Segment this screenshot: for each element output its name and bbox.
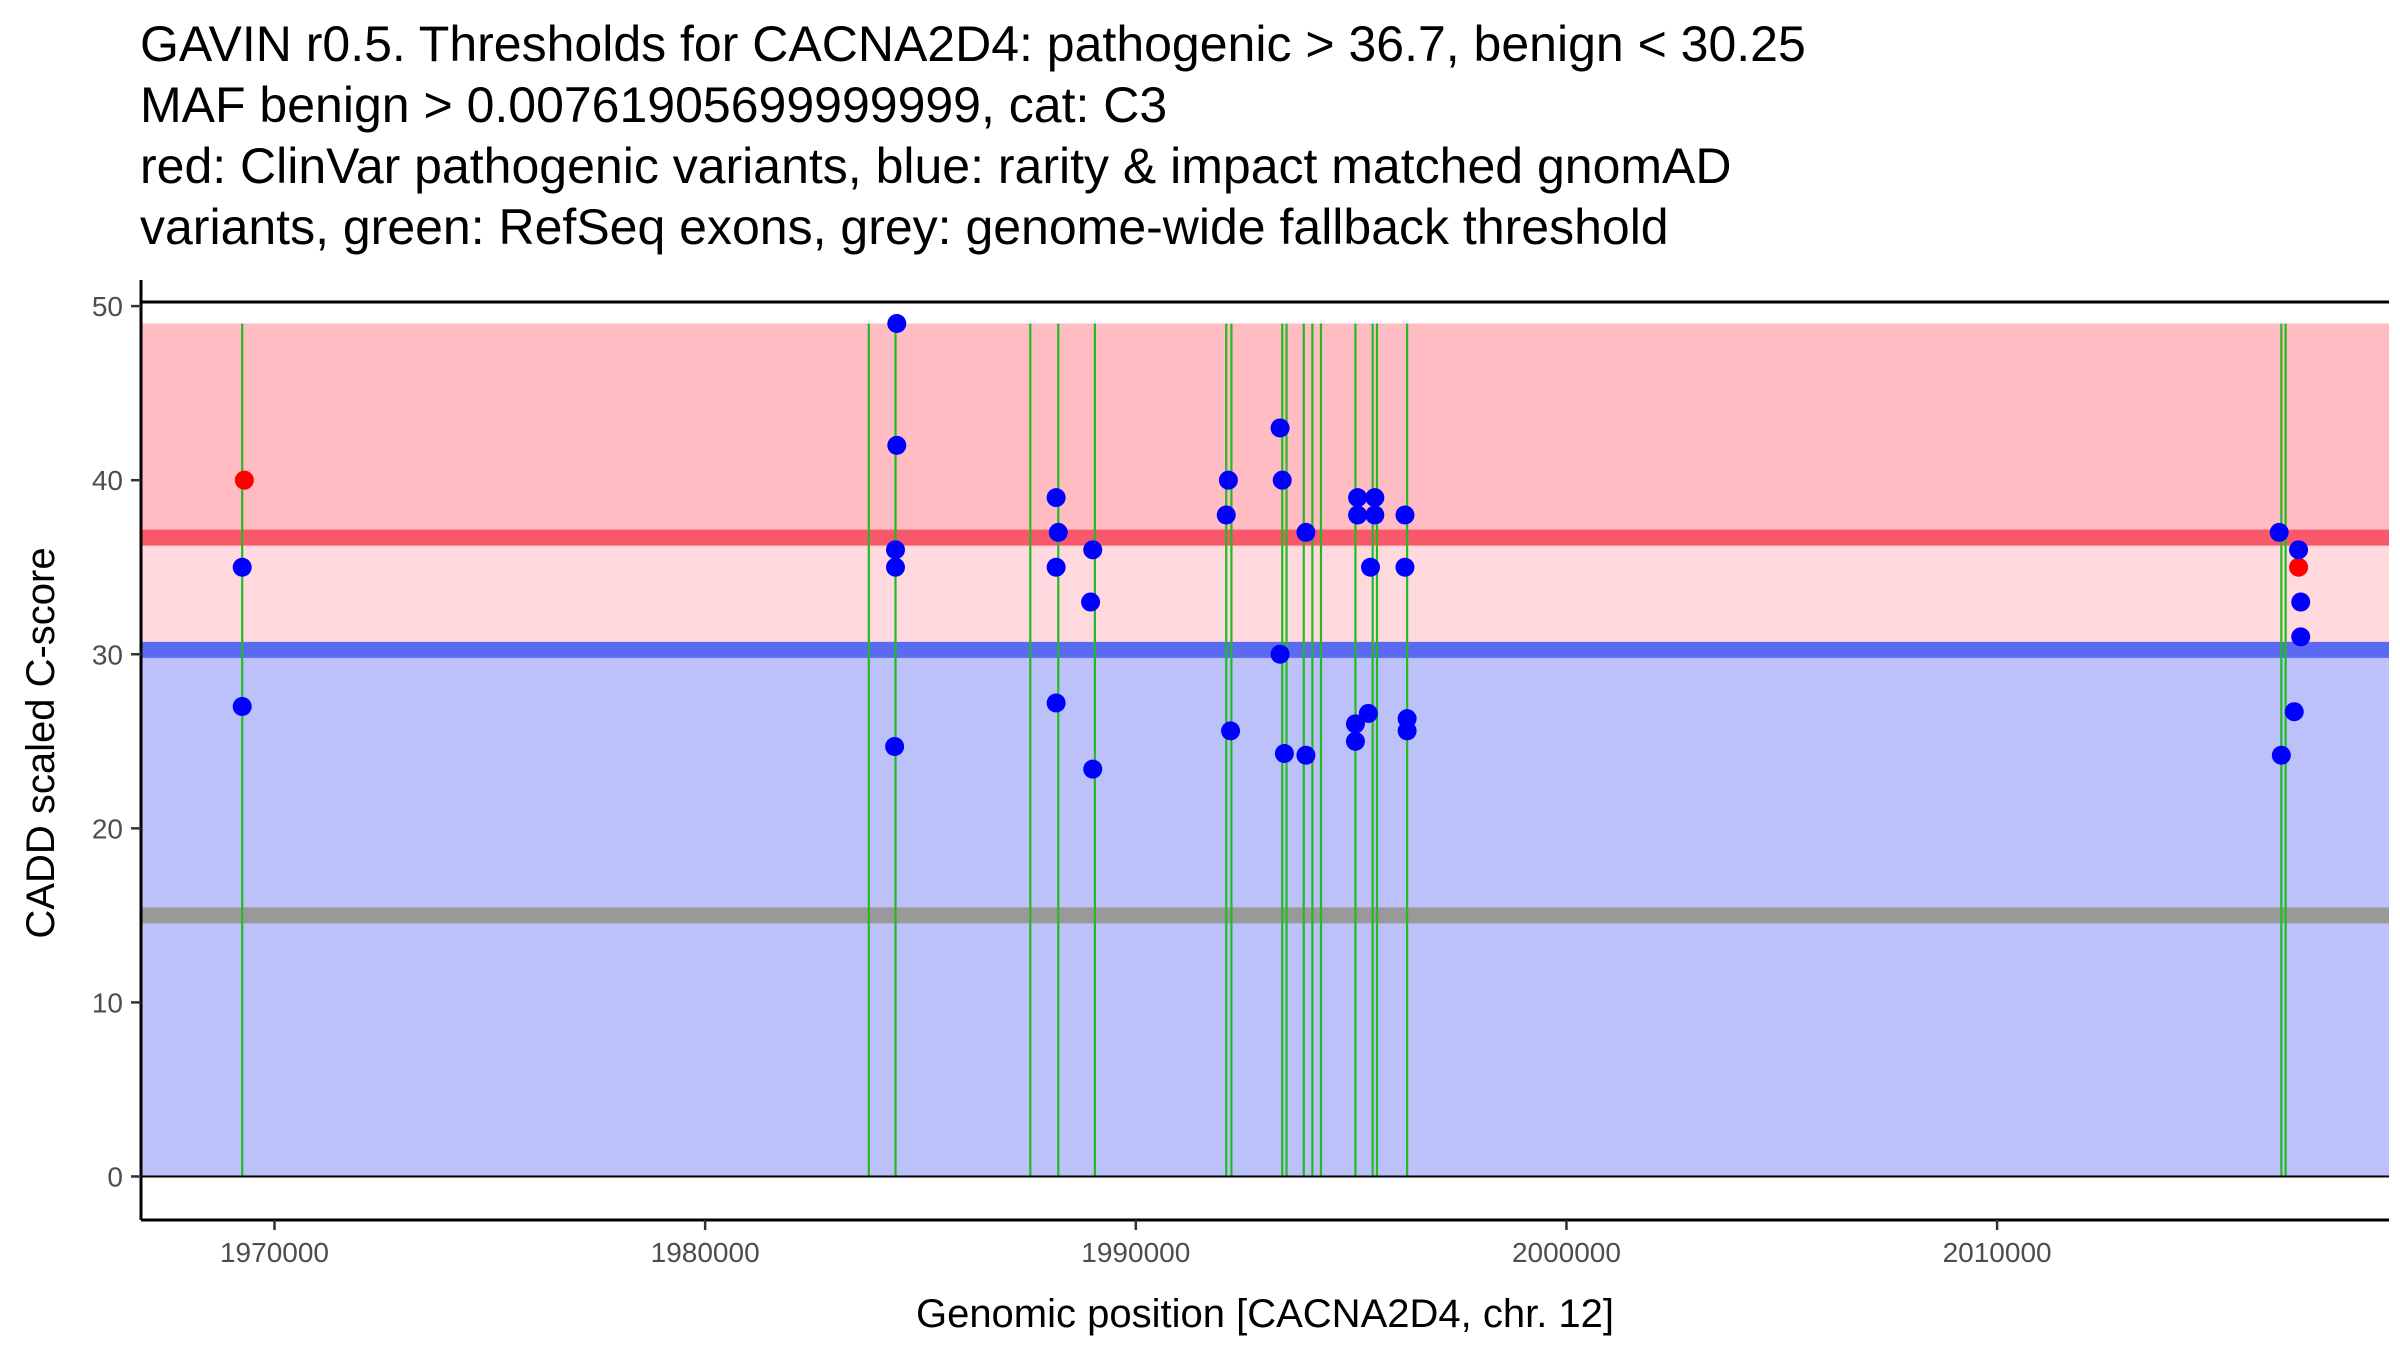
gnomad-point bbox=[2289, 540, 2309, 560]
gnomad-point bbox=[1397, 721, 1417, 741]
pathogenic-zone bbox=[141, 323, 2389, 538]
intermediate-zone bbox=[141, 537, 2389, 650]
gnomad-point bbox=[1274, 743, 1294, 763]
gnomad-point bbox=[1395, 557, 1415, 577]
x-axis-label: Genomic position [CACNA2D4, chr. 12] bbox=[916, 1292, 1614, 1336]
gnomad-point bbox=[1348, 505, 1368, 525]
gnomad-point bbox=[1365, 488, 1385, 508]
x-tick-label: 1970000 bbox=[220, 1237, 329, 1268]
gnomad-point bbox=[2271, 745, 2291, 765]
gnomad-point bbox=[1270, 644, 1290, 664]
gnomad-point bbox=[1272, 470, 1292, 490]
y-tick-label: 0 bbox=[107, 1161, 123, 1192]
axes: 0 10 20 30 40 50 1970000 1980000 1990000 2000000 2… bbox=[92, 280, 2389, 1268]
gnomad-point bbox=[1361, 557, 1381, 577]
x-tick-label: 2010000 bbox=[1943, 1237, 2052, 1268]
gnomad-point bbox=[887, 435, 907, 455]
gnomad-point bbox=[1221, 721, 1241, 741]
gnomad-point bbox=[1270, 418, 1290, 438]
y-tick-label: 30 bbox=[92, 639, 123, 670]
y-tick-label: 20 bbox=[92, 813, 123, 844]
gnomad-point bbox=[1218, 470, 1238, 490]
x-tick-label: 1980000 bbox=[651, 1237, 760, 1268]
gnomad-point bbox=[885, 737, 905, 757]
gnomad-point bbox=[232, 557, 252, 577]
y-axis-label: CADD scaled C-score bbox=[19, 547, 63, 938]
gnomad-point bbox=[2291, 592, 2311, 612]
gnomad-point bbox=[1083, 540, 1103, 560]
title-line-3: red: ClinVar pathogenic variants, blue: … bbox=[140, 138, 1732, 194]
gnomad-point bbox=[2291, 627, 2311, 647]
title-line-4: variants, green: RefSeq exons, grey: gen… bbox=[140, 199, 1669, 255]
gnomad-point bbox=[1358, 703, 1378, 723]
gnomad-point bbox=[1046, 488, 1066, 508]
title-line-1: GAVIN r0.5. Thresholds for CACNA2D4: pat… bbox=[140, 16, 1806, 72]
clinvar-point bbox=[234, 470, 254, 490]
x-tick-label: 1990000 bbox=[1081, 1237, 1190, 1268]
threshold-lines bbox=[141, 529, 2389, 924]
gnomad-point bbox=[887, 314, 907, 334]
gnomad-point bbox=[886, 540, 906, 560]
y-tick-label: 50 bbox=[92, 291, 123, 322]
gnomad-point bbox=[1395, 505, 1415, 525]
clinvar-point bbox=[2289, 557, 2309, 577]
gnomad-point bbox=[1216, 505, 1236, 525]
gnomad-point bbox=[1348, 488, 1368, 508]
threshold-bands bbox=[141, 323, 2389, 1177]
gnomad-point bbox=[1046, 557, 1066, 577]
gnomad-point bbox=[232, 696, 252, 716]
y-tick-label: 10 bbox=[92, 987, 123, 1018]
x-tick-label: 2000000 bbox=[1512, 1237, 1621, 1268]
gnomad-point bbox=[1296, 522, 1316, 542]
y-tick-label: 40 bbox=[92, 465, 123, 496]
gnomad-point bbox=[2269, 522, 2289, 542]
gnomad-point bbox=[1296, 745, 1316, 765]
chart-title: GAVIN r0.5. Thresholds for CACNA2D4: pat… bbox=[140, 14, 2380, 258]
gnomad-point bbox=[1365, 505, 1385, 525]
gnomad-point bbox=[1081, 592, 1101, 612]
gnomad-point bbox=[1083, 759, 1103, 779]
exon-lines bbox=[241, 323, 2287, 1177]
gnomad-point bbox=[1046, 693, 1066, 713]
gnomad-point bbox=[886, 557, 906, 577]
gnomad-point bbox=[1048, 522, 1068, 542]
gnomad-point bbox=[1345, 714, 1365, 734]
variant-points bbox=[232, 314, 2311, 779]
title-line-2: MAF benign > 0.00761905699999999, cat: C… bbox=[140, 77, 1168, 133]
gnomad-point bbox=[1345, 731, 1365, 751]
gnomad-point bbox=[2284, 702, 2304, 722]
